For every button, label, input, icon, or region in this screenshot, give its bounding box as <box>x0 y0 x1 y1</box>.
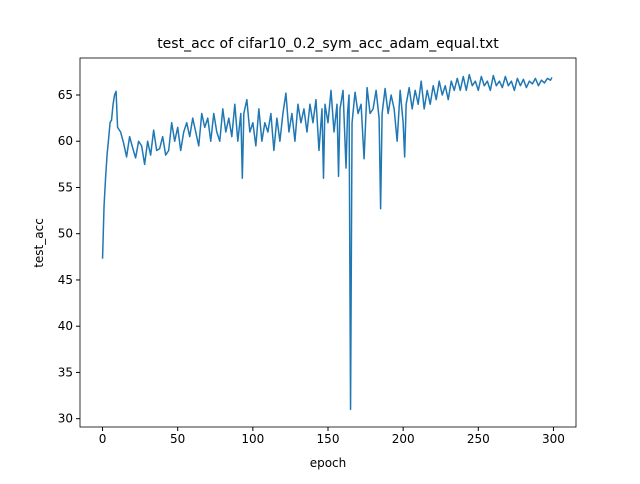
y-tick-label: 50 <box>58 227 73 241</box>
y-tick-label: 55 <box>58 180 73 194</box>
y-axis-label: test_acc <box>32 218 46 268</box>
y-tick-label: 35 <box>58 365 73 379</box>
x-axis-label: epoch <box>310 456 347 470</box>
y-tick-label: 40 <box>58 319 73 333</box>
x-tick-label: 250 <box>467 432 490 446</box>
x-tick-label: 200 <box>392 432 415 446</box>
x-tick-label: 100 <box>241 432 264 446</box>
x-tick-label: 150 <box>317 432 340 446</box>
x-tick-label: 300 <box>542 432 565 446</box>
y-tick-label: 60 <box>58 134 73 148</box>
x-tick-label: 0 <box>99 432 107 446</box>
y-tick-label: 45 <box>58 273 73 287</box>
y-tick-label: 65 <box>58 88 73 102</box>
y-tick-label: 30 <box>58 412 73 426</box>
chart-title: test_acc of cifar10_0.2_sym_acc_adam_equ… <box>157 36 499 52</box>
x-tick-label: 50 <box>170 432 185 446</box>
plot-frame <box>79 57 577 428</box>
data-line <box>101 73 553 411</box>
